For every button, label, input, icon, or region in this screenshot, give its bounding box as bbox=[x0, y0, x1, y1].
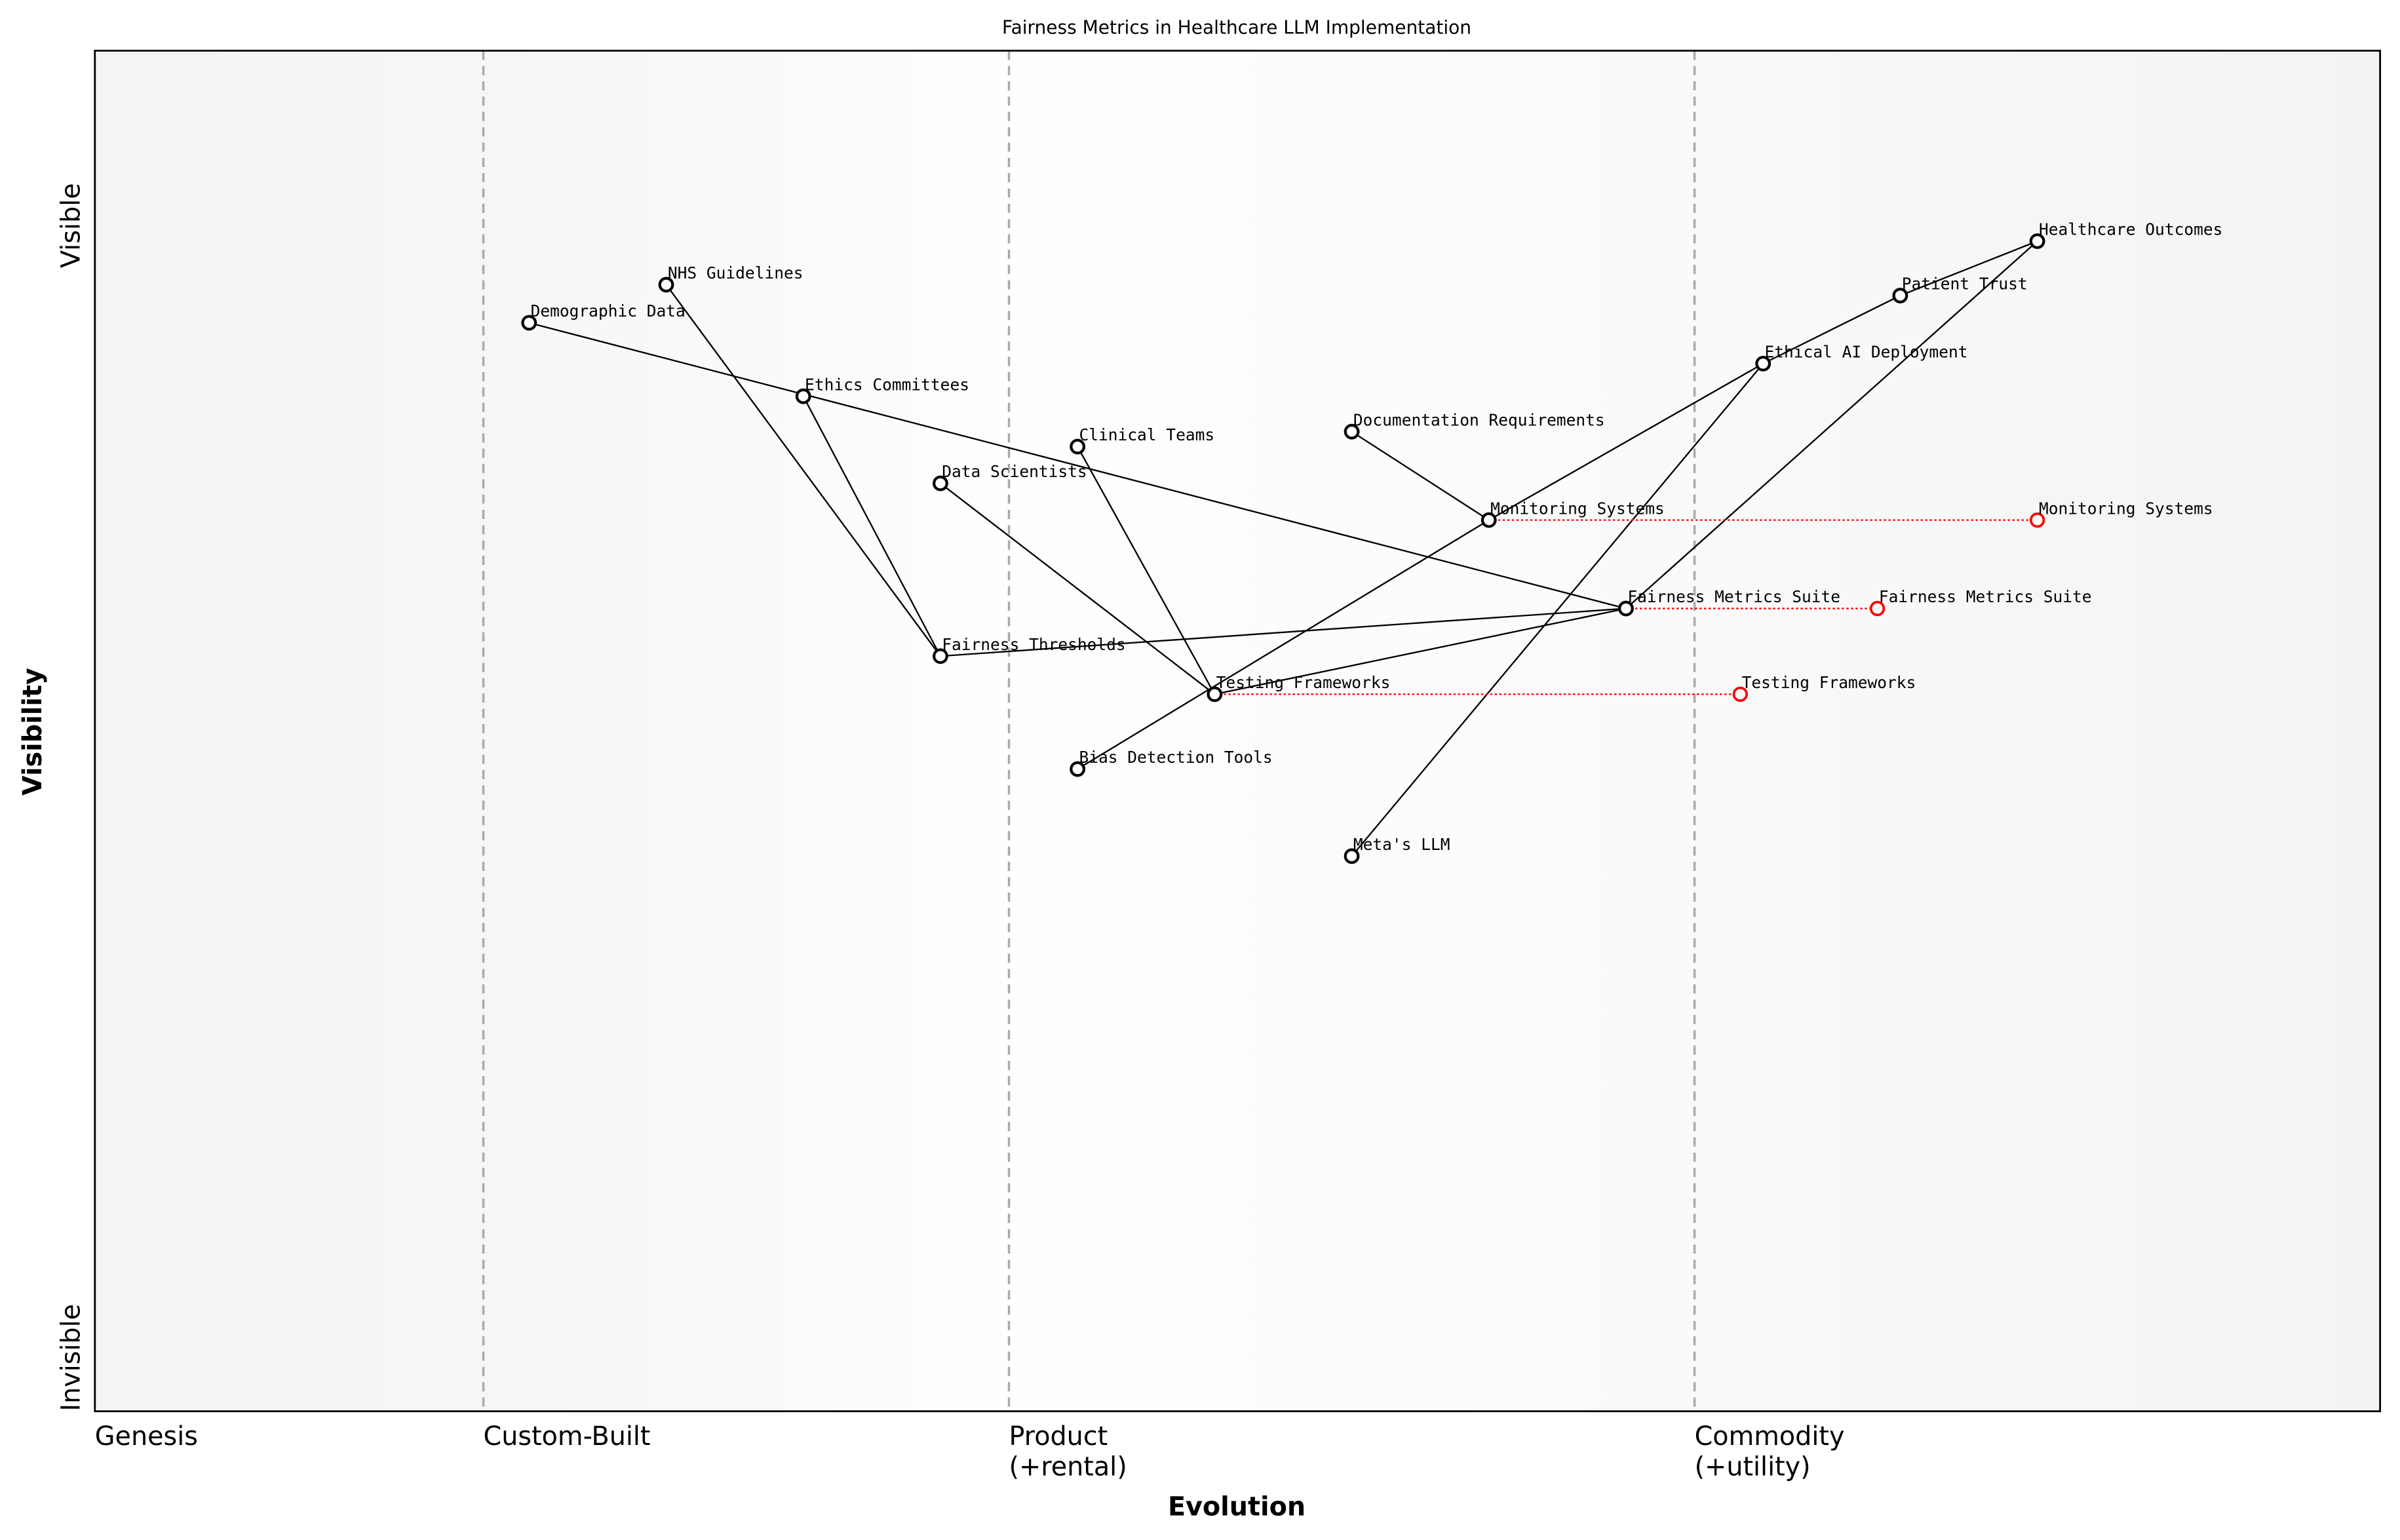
evolved-component-marker bbox=[1869, 600, 1886, 617]
component-marker bbox=[933, 648, 948, 664]
component-marker bbox=[2029, 233, 2045, 249]
component-marker bbox=[1481, 512, 1497, 528]
component-label: Healthcare Outcomes bbox=[2039, 220, 2222, 239]
dependency-link bbox=[802, 396, 941, 657]
component-marker bbox=[1070, 761, 1086, 777]
dependency-link bbox=[1762, 295, 1901, 364]
dependency-link bbox=[940, 482, 1216, 695]
x-tick-label: Commodity bbox=[1695, 1421, 1845, 1452]
x-tick-label: (+rental) bbox=[1009, 1452, 1127, 1482]
chart-title: Fairness Metrics in Healthcare LLM Imple… bbox=[1002, 17, 1471, 39]
component-label: Data Scientists bbox=[942, 462, 1087, 481]
x-tick-label: Product bbox=[1009, 1421, 1108, 1452]
evolved-component-marker bbox=[1732, 686, 1749, 703]
plot-frame bbox=[94, 49, 2382, 1412]
x-tick-label: (+utility) bbox=[1695, 1452, 1811, 1482]
component-marker bbox=[933, 475, 948, 491]
dependency-link bbox=[1214, 607, 1627, 695]
x-tick-label: Custom-Built bbox=[484, 1421, 651, 1452]
evolved-component-marker bbox=[2029, 512, 2045, 528]
component-marker bbox=[1207, 686, 1223, 703]
dependency-link bbox=[1351, 431, 1490, 521]
dependency-link bbox=[529, 322, 1627, 609]
component-label: Ethical AI Deployment bbox=[1765, 343, 1968, 362]
plot-background bbox=[94, 50, 2380, 1412]
component-marker bbox=[1344, 423, 1360, 440]
evolved-component-label: Testing Frameworks bbox=[1742, 673, 1916, 692]
dependency-link bbox=[1077, 519, 1490, 770]
component-label: Testing Frameworks bbox=[1216, 673, 1391, 692]
dependency-link bbox=[1077, 446, 1216, 695]
y-tick-label: Invisible bbox=[56, 1304, 86, 1412]
component-marker bbox=[1070, 438, 1086, 455]
component-marker bbox=[521, 315, 537, 331]
component-label: Bias Detection Tools bbox=[1079, 748, 1272, 767]
component-label: Clinical Teams bbox=[1079, 425, 1214, 444]
component-marker bbox=[1892, 288, 1908, 303]
component-marker bbox=[1755, 355, 1771, 372]
component-label: Meta's LLM bbox=[1353, 835, 1450, 854]
component-label: Demographic Data bbox=[531, 301, 686, 320]
dependency-link bbox=[940, 607, 1627, 657]
dependency-link bbox=[1899, 240, 2038, 297]
dependency-link bbox=[665, 284, 941, 657]
x-tick-label: Genesis bbox=[95, 1421, 198, 1452]
evolved-component-label: Monitoring Systems bbox=[2039, 499, 2213, 518]
dependency-link bbox=[1351, 363, 1764, 857]
evolved-component-label: Fairness Metrics Suite bbox=[1879, 587, 2092, 606]
x-axis-label: Evolution bbox=[1168, 1492, 1306, 1522]
component-label: NHS Guidelines bbox=[668, 263, 803, 282]
component-marker bbox=[658, 277, 674, 293]
component-marker bbox=[1344, 848, 1360, 864]
dependency-link bbox=[1625, 241, 2038, 609]
dependency-link bbox=[1488, 362, 1764, 521]
component-marker bbox=[795, 388, 811, 404]
component-label: Fairness Metrics Suite bbox=[1627, 587, 1840, 606]
component-label: Fairness Thresholds bbox=[942, 635, 1125, 654]
component-label: Patient Trust bbox=[1902, 275, 2028, 294]
component-label: Monitoring Systems bbox=[1490, 499, 1665, 518]
y-axis-label: Visibility bbox=[18, 668, 48, 796]
y-tick-label: Visible bbox=[56, 183, 86, 268]
component-marker bbox=[1618, 600, 1634, 617]
component-label: Ethics Committees bbox=[805, 375, 969, 394]
component-label: Documentation Requirements bbox=[1353, 410, 1605, 429]
